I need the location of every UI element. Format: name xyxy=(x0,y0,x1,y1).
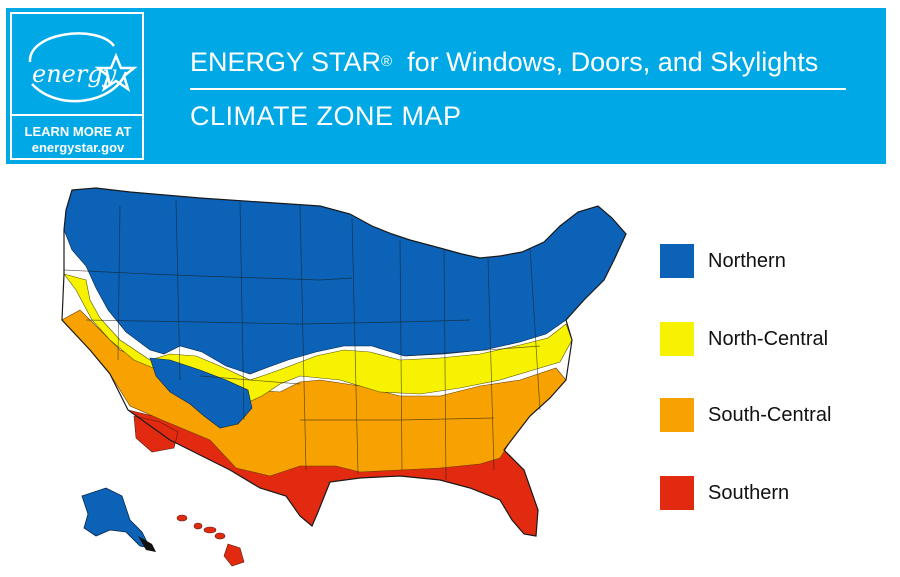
header-banner: energy LEARN MORE AT energystar.gov ENER… xyxy=(6,8,886,164)
legend-swatch-south-central xyxy=(660,398,694,432)
zone-southern-desert xyxy=(133,415,179,453)
legend-label-southern: Southern xyxy=(708,482,790,504)
alaska xyxy=(81,487,151,549)
zone-northern-plateau xyxy=(149,357,253,429)
country-outline xyxy=(61,187,627,537)
state-borders xyxy=(63,199,541,481)
registered-mark: ® xyxy=(381,53,393,70)
legend-label-south-central: South-Central xyxy=(708,404,832,426)
logo-wordmark: energy xyxy=(32,60,117,88)
climate-zone-map xyxy=(61,187,627,567)
legend-item-north-central: North-Central xyxy=(660,322,880,356)
title-rest: for Windows, Doors, and Skylights xyxy=(407,47,819,77)
page-title: ENERGY STAR® for Windows, Doors, and Sky… xyxy=(190,46,818,78)
legend-item-northern: Northern xyxy=(660,244,880,278)
page-subtitle: CLIMATE ZONE MAP xyxy=(190,101,462,131)
website-link[interactable]: energystar.gov xyxy=(31,140,125,155)
legend-swatch-north-central xyxy=(660,322,694,356)
energy-star-logo[interactable]: energy LEARN MORE AT energystar.gov xyxy=(10,12,144,160)
learn-more-text: LEARN MORE AT xyxy=(24,124,132,139)
legend-label-northern: Northern xyxy=(708,250,786,272)
legend-swatch-northern xyxy=(660,244,694,278)
alaska-panhandle xyxy=(138,536,156,552)
legend-swatch-southern xyxy=(660,476,694,510)
title-divider xyxy=(190,88,846,90)
legend-item-south-central: South-Central xyxy=(660,398,880,432)
title-brand: ENERGY STAR xyxy=(190,47,382,77)
energy-star-icon: energy xyxy=(28,32,138,103)
logo-divider xyxy=(12,114,142,116)
legend-item-southern: Southern xyxy=(660,476,880,510)
legend-label-north-central: North-Central xyxy=(708,328,829,350)
hawaii xyxy=(176,514,245,567)
